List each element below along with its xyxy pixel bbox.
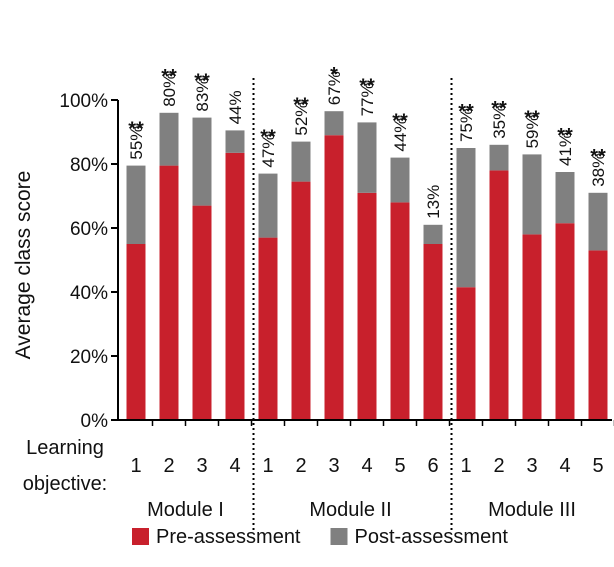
significance-label: **	[458, 101, 474, 123]
bar-pre-assessment	[588, 250, 608, 420]
bar-post-assessment	[522, 154, 542, 235]
bar-post-assessment	[192, 117, 212, 206]
significance-label: **	[161, 66, 177, 88]
bar-pre-assessment	[357, 192, 377, 420]
bar-pre-assessment	[324, 135, 344, 420]
module-label: Module III	[488, 499, 576, 521]
gain-label: 44%	[226, 90, 245, 124]
y-tick-label: 40%	[70, 283, 108, 304]
x-tick-label: 4	[229, 455, 240, 477]
bar-pre-assessment	[291, 181, 311, 420]
gain-label: 55%	[127, 126, 146, 160]
significance-label: **	[194, 71, 210, 93]
legend-label: Post-assessment	[355, 526, 509, 548]
gain-label: 80%	[160, 73, 179, 107]
x-tick-label: 1	[460, 455, 471, 477]
gain-label: 67%	[325, 71, 344, 105]
bar-post-assessment	[357, 122, 377, 193]
bar-post-assessment	[225, 130, 245, 153]
gain-label: 77%	[358, 82, 377, 116]
module-label: Module I	[147, 499, 224, 521]
legend-swatch-pre	[132, 528, 149, 545]
y-tick-label: 80%	[70, 155, 108, 176]
bar-pre-assessment	[456, 287, 476, 420]
bar-post-assessment	[258, 173, 278, 238]
learning-objective-label-line2: objective:	[23, 473, 108, 495]
significance-label: **	[359, 75, 375, 97]
plot-area: 0%20%40%60%80%100%155%**280%**383%**444%…	[59, 64, 614, 530]
legend-label: Pre-assessment	[156, 526, 301, 548]
significance-label: **	[260, 127, 276, 149]
bar-pre-assessment	[159, 165, 179, 420]
bar-pre-assessment	[489, 170, 509, 420]
x-tick-label: 3	[196, 455, 207, 477]
x-tick-label: 2	[163, 455, 174, 477]
bar-post-assessment	[423, 224, 443, 244]
x-tick-label: 1	[130, 455, 141, 477]
y-tick-label: 20%	[70, 347, 108, 368]
gain-label: 38%	[589, 153, 608, 187]
x-tick-label: 4	[559, 455, 570, 477]
x-tick-label: 2	[295, 455, 306, 477]
y-tick-label: 100%	[59, 91, 108, 112]
x-tick-label: 5	[394, 455, 405, 477]
significance-label: **	[557, 125, 573, 147]
gain-label: 59%	[523, 114, 542, 148]
bar-pre-assessment	[555, 223, 575, 420]
bar-post-assessment	[588, 192, 608, 251]
gain-label: 75%	[457, 108, 476, 142]
gain-label: 47%	[259, 134, 278, 168]
bar-pre-assessment	[126, 244, 146, 420]
x-tick-label: 6	[427, 455, 438, 477]
bar-post-assessment	[555, 172, 575, 224]
x-tick-label: 2	[493, 455, 504, 477]
y-axis-title: Average class score	[12, 171, 35, 360]
bar-post-assessment	[324, 111, 344, 136]
bar-pre-assessment	[423, 244, 443, 420]
bar-pre-assessment	[390, 202, 410, 420]
gain-label: 13%	[424, 185, 443, 219]
x-tick-label: 4	[361, 455, 372, 477]
bar-post-assessment	[456, 148, 476, 288]
bar-post-assessment	[489, 144, 509, 171]
bar-pre-assessment	[522, 234, 542, 420]
significance-label: **	[392, 111, 408, 133]
gain-label: 35%	[490, 105, 509, 139]
bar-post-assessment	[390, 157, 410, 203]
y-tick-label: 0%	[81, 411, 109, 432]
legend: Pre-assessment Post-assessment	[132, 526, 508, 548]
significance-label: **	[293, 95, 309, 117]
bar-pre-assessment	[192, 205, 212, 420]
module-label: Module II	[309, 499, 391, 521]
bar-pre-assessment	[225, 152, 245, 421]
x-tick-label: 3	[328, 455, 339, 477]
significance-label: *	[330, 64, 338, 86]
learning-objective-label-line1: Learning	[26, 437, 104, 459]
gain-label: 83%	[193, 78, 212, 112]
x-tick-label: 5	[592, 455, 603, 477]
bar-post-assessment	[159, 112, 179, 166]
gain-label: 52%	[292, 102, 311, 136]
significance-label: **	[590, 146, 606, 168]
gain-label: 44%	[391, 118, 410, 152]
bar-post-assessment	[291, 141, 311, 182]
significance-label: **	[128, 119, 144, 141]
x-tick-label: 3	[526, 455, 537, 477]
legend-swatch-post	[330, 528, 348, 545]
y-tick-label: 60%	[70, 219, 108, 240]
bar-pre-assessment	[258, 237, 278, 420]
significance-label: **	[491, 98, 507, 120]
bar-post-assessment	[126, 165, 146, 244]
significance-label: **	[524, 107, 540, 129]
gain-label: 41%	[556, 132, 575, 166]
x-tick-label: 1	[262, 455, 273, 477]
